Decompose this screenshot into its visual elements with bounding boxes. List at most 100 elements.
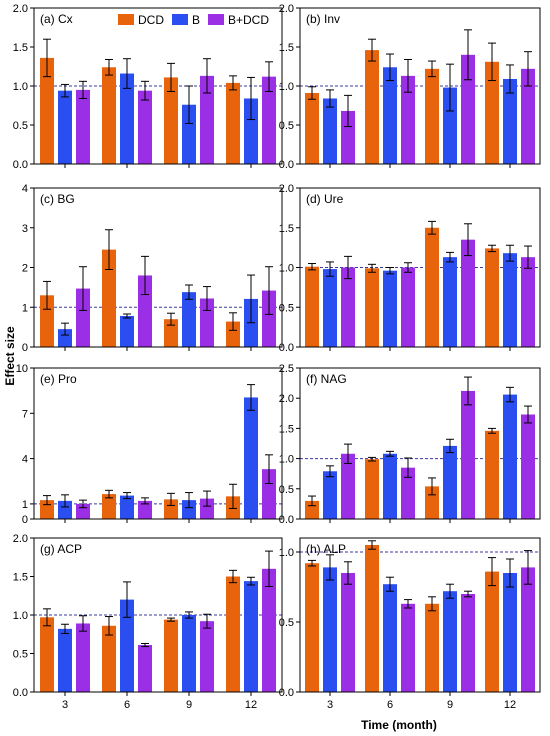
- bar-b-inv-b-dcd-m12: [521, 68, 535, 164]
- y-tick-label: 4: [22, 454, 28, 466]
- panel-grid: 0.0 0.5 1.0 1.5 2.0 (a) Cx 0.0 0.5 1.0 1.5 2.0 (b) …: [13, 3, 541, 711]
- plot-frame: [299, 367, 541, 520]
- bar-b-inv-b-m3: [323, 98, 337, 164]
- bar-a-cx-dcd-m9: [164, 77, 178, 164]
- x-tick-label: 9: [447, 699, 453, 711]
- y-tick-label: 0.0: [279, 514, 294, 526]
- y-tick-label: 1: [22, 302, 28, 314]
- bar-e-pro-dcd-m9: [164, 499, 178, 519]
- y-tick-label: 1.5: [279, 223, 294, 235]
- y-tick-label: 1.0: [279, 547, 294, 559]
- bar-h-alp-dcd-m12: [485, 571, 499, 692]
- y-tick-label: 0.5: [279, 302, 294, 314]
- panel-c-bg: 0 1 2 3 4 (c) BG: [22, 183, 283, 354]
- bar-d-ure-dcd-m3: [305, 266, 319, 347]
- bar-b-inv-b-m12: [503, 78, 517, 164]
- bar-e-pro-b-m12: [244, 397, 258, 519]
- panel-label: (g) ACP: [40, 542, 82, 556]
- legend-swatch-purple: [208, 14, 224, 25]
- panel-a-cx: 0.0 0.5 1.0 1.5 2.0 (a) Cx: [13, 3, 283, 171]
- y-tick-label: 1.5: [13, 42, 28, 54]
- panel-b-inv: 0.0 0.5 1.0 1.5 2.0 (b) Inv: [279, 3, 541, 171]
- y-tick-label: 2.0: [279, 3, 294, 15]
- bar-h-alp-dcd-m9: [425, 603, 439, 692]
- bar-h-alp-b-m12: [503, 573, 517, 692]
- bar-d-ure-b-dcd-m3: [341, 267, 355, 347]
- panel-label: (b) Inv: [306, 12, 340, 26]
- bar-h-alp-b-m9: [443, 591, 457, 692]
- x-tick-label: 6: [124, 699, 130, 711]
- bar-f-nag-b-dcd-m3: [341, 453, 355, 519]
- bar-a-cx-dcd-m12: [226, 82, 240, 164]
- bar-a-cx-dcd-m3: [40, 57, 54, 164]
- panel-label: (a) Cx: [40, 12, 73, 26]
- bar-b-inv-dcd-m12: [485, 61, 499, 164]
- bar-b-inv-b-m9: [443, 87, 457, 164]
- bar-e-pro-b-dcd-m9: [200, 498, 214, 519]
- bar-f-nag-b-m3: [323, 471, 337, 519]
- bar-d-ure-b-m6: [383, 270, 397, 347]
- x-axis-title: Time (month): [361, 718, 437, 732]
- y-tick-label: 0.5: [279, 120, 294, 132]
- y-tick-label: 1.0: [13, 610, 28, 622]
- panel-label: (h) ALP: [306, 542, 346, 556]
- bar-a-cx-b-m6: [120, 73, 134, 164]
- y-tick-label: 0.0: [13, 687, 28, 699]
- panel-e-pro: 0 1 4 7 10 (e) Pro: [16, 363, 283, 526]
- bar-f-nag-b-m12: [503, 394, 517, 519]
- bar-b-inv-dcd-m9: [425, 68, 439, 164]
- bar-h-alp-b-dcd-m3: [341, 573, 355, 692]
- y-tick-label: 0: [22, 342, 28, 354]
- bar-d-ure-dcd-m12: [485, 248, 499, 347]
- y-tick-label: 0.5: [13, 120, 28, 132]
- bar-f-nag-b-m9: [443, 445, 457, 519]
- y-tick-label: 0: [22, 514, 28, 526]
- bar-d-ure-dcd-m9: [425, 227, 439, 347]
- bar-g-acp-b-dcd-m12: [262, 568, 276, 692]
- plot-frame: [33, 367, 283, 520]
- bar-c-bg-b-m3: [58, 329, 72, 347]
- bar-g-acp-dcd-m12: [226, 576, 240, 692]
- bar-d-ure-b-m12: [503, 253, 517, 347]
- bar-b-inv-dcd-m6: [365, 50, 379, 165]
- legend: DCD B B+DCD: [118, 13, 269, 27]
- y-tick-label: 2: [22, 263, 28, 275]
- bar-d-ure-b-dcd-m12: [521, 257, 535, 347]
- bar-h-alp-b-dcd-m6: [401, 603, 415, 692]
- x-tick-label: 9: [186, 699, 192, 711]
- bar-f-nag-dcd-m12: [485, 430, 499, 519]
- bar-h-alp-b-dcd-m9: [461, 594, 475, 692]
- bar-d-ure-b-m3: [323, 269, 337, 347]
- y-tick-label: 0.0: [279, 342, 294, 354]
- panel-label: (c) BG: [40, 192, 75, 206]
- bar-g-acp-b-m3: [58, 628, 72, 692]
- bar-d-ure-b-dcd-m9: [461, 239, 475, 347]
- bar-c-bg-b-dcd-m3: [76, 288, 90, 347]
- y-tick-label: 2.0: [279, 183, 294, 195]
- y-tick-label: 0.0: [279, 687, 294, 699]
- bar-b-inv-b-dcd-m6: [401, 75, 415, 164]
- bar-d-ure-b-dcd-m6: [401, 267, 415, 347]
- y-tick-label: 2.0: [13, 3, 28, 15]
- bar-f-nag-b-dcd-m6: [401, 467, 415, 519]
- y-tick-label: 0.0: [279, 159, 294, 171]
- bar-g-acp-b-dcd-m3: [76, 623, 90, 692]
- panel-label: (e) Pro: [40, 372, 77, 386]
- legend-label-b-dcd: B+DCD: [228, 13, 269, 27]
- bar-f-nag-dcd-m6: [365, 459, 379, 519]
- y-tick-label: 1.0: [13, 81, 28, 93]
- bar-a-cx-b-dcd-m3: [76, 89, 90, 164]
- bar-g-acp-b-m6: [120, 599, 134, 692]
- bar-h-alp-b-dcd-m12: [521, 567, 535, 692]
- legend-swatch-blue: [172, 14, 188, 25]
- bar-e-pro-b-m9: [182, 500, 196, 519]
- bar-c-bg-b-m9: [182, 292, 196, 347]
- y-tick-label: 1.5: [13, 572, 28, 584]
- bar-b-inv-b-dcd-m9: [461, 54, 475, 164]
- bar-c-bg-dcd-m9: [164, 319, 178, 347]
- bar-a-cx-b-dcd-m12: [262, 76, 276, 164]
- bar-h-alp-b-m3: [323, 567, 337, 692]
- bar-d-ure-b-m9: [443, 257, 457, 347]
- plot-frame: [299, 537, 541, 693]
